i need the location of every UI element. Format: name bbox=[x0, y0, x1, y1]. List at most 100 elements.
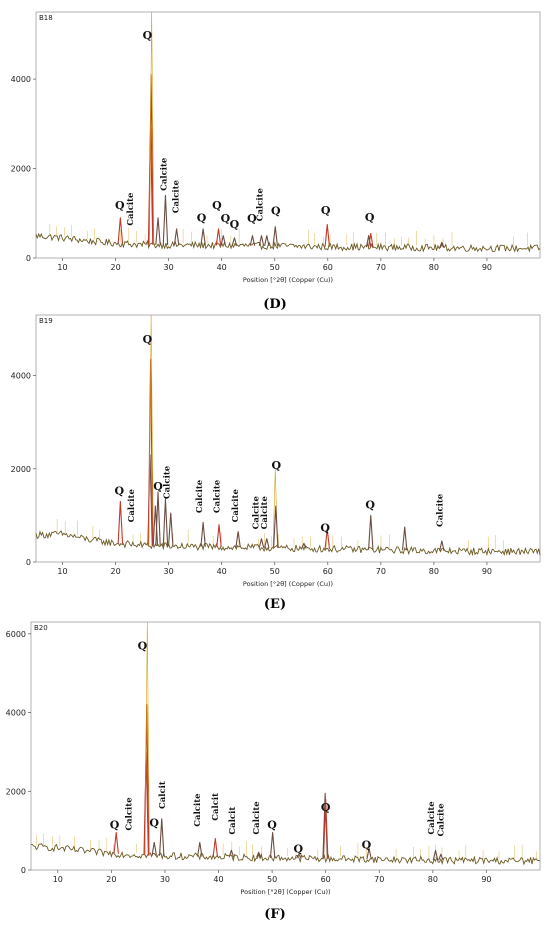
x-axis-label: Position [°2θ] (Copper (Cu)) bbox=[243, 276, 333, 284]
x-tick-label: 40 bbox=[217, 567, 227, 576]
x-tick-label: 90 bbox=[481, 875, 491, 884]
diffraction-peak bbox=[162, 194, 169, 245]
calcite-label: Calcite bbox=[193, 793, 203, 827]
diffraction-peak bbox=[324, 528, 331, 550]
calcite-label: Calcite bbox=[127, 489, 137, 523]
y-tick-label: 6000 bbox=[6, 630, 26, 639]
calcite-label: Calcite bbox=[163, 465, 173, 499]
panel-caption: (E) bbox=[264, 597, 286, 612]
xrd-panel-f: B20 0 2000 4000 6000 10 20 30 40 50 60 70 80 90 Positi… bbox=[6, 621, 541, 922]
diffraction-peak bbox=[148, 314, 154, 546]
quartz-label: Q bbox=[271, 205, 281, 218]
quartz-label: Q bbox=[230, 218, 240, 231]
diffraction-peak bbox=[197, 841, 203, 857]
diffraction-peak bbox=[117, 217, 124, 244]
x-tick-label: 30 bbox=[160, 875, 170, 884]
x-tick-label: 40 bbox=[213, 875, 223, 884]
diffraction-peak bbox=[273, 505, 279, 549]
diffraction-peak bbox=[324, 223, 331, 247]
y-tick-label: 0 bbox=[26, 254, 31, 263]
calcite-label: Calcite bbox=[125, 797, 135, 831]
quartz-label: Q bbox=[365, 211, 375, 224]
y-tick-label: 4000 bbox=[6, 709, 26, 718]
calcite-label: Calcite bbox=[251, 496, 261, 530]
calcite-label: Calcit bbox=[228, 807, 238, 835]
x-tick-label: 80 bbox=[429, 567, 439, 576]
calcite-label: Calcit bbox=[158, 781, 168, 809]
sample-name: B19 bbox=[39, 317, 53, 325]
diffraction-peak bbox=[258, 235, 265, 246]
diffraction-peak bbox=[432, 849, 439, 861]
diffraction-peak bbox=[296, 853, 302, 859]
diffraction-peak bbox=[256, 851, 262, 858]
diffraction-peak bbox=[200, 228, 206, 246]
diffraction-peak bbox=[365, 235, 372, 248]
diffraction-peak bbox=[212, 837, 219, 858]
diffraction-pattern-line bbox=[35, 232, 541, 253]
calcite-label: Calcite bbox=[195, 479, 205, 513]
diffraction-peak bbox=[216, 524, 222, 548]
x-tick-label: 20 bbox=[106, 875, 116, 884]
calcite-label: Calcite bbox=[231, 489, 241, 523]
diffraction-peak bbox=[117, 500, 124, 544]
diffraction-peak bbox=[249, 235, 256, 246]
diffraction-peak bbox=[264, 538, 270, 549]
xrd-panel-e: B19 0 2000 4000 10 20 30 40 50 60 70 80 90 Position [… bbox=[11, 314, 541, 612]
x-tick-label: 10 bbox=[57, 567, 67, 576]
x-axis-label: Position [°2θ] (Copper (Cu)) bbox=[240, 888, 330, 896]
diffraction-peak bbox=[439, 241, 445, 248]
quartz-label: Q bbox=[115, 199, 125, 212]
calcite-label: Calcite bbox=[213, 479, 223, 513]
x-tick-label: 60 bbox=[321, 875, 331, 884]
diffraction-peak bbox=[235, 531, 241, 548]
diffraction-peak bbox=[149, 11, 155, 245]
quartz-label: Q bbox=[221, 212, 231, 225]
quartz-label: Q bbox=[149, 817, 159, 830]
diffraction-peak bbox=[366, 847, 372, 860]
x-tick-label: 30 bbox=[164, 263, 174, 272]
calcite-label: Calcite bbox=[435, 493, 445, 527]
diffraction-peak bbox=[151, 841, 157, 856]
quartz-label: Q bbox=[114, 484, 124, 497]
x-tick-label: 40 bbox=[217, 263, 227, 272]
diffraction-peak bbox=[258, 538, 265, 548]
panel-caption: (D) bbox=[263, 297, 287, 312]
x-tick-label: 30 bbox=[164, 567, 174, 576]
diffraction-peak bbox=[439, 540, 445, 552]
quartz-label: Q bbox=[143, 333, 153, 346]
quartz-label: Q bbox=[294, 842, 304, 855]
diffraction-peak bbox=[158, 818, 165, 856]
calcite-label: Calcite bbox=[260, 496, 270, 530]
x-tick-label: 80 bbox=[428, 875, 438, 884]
diffraction-peak bbox=[272, 226, 279, 246]
quartz-label: Q bbox=[110, 819, 120, 832]
diffraction-pattern-line bbox=[31, 843, 541, 866]
x-tick-label: 70 bbox=[376, 263, 386, 272]
plot-frame bbox=[30, 621, 541, 871]
quartz-label: Q bbox=[143, 29, 153, 42]
x-tick-label: 10 bbox=[57, 263, 67, 272]
diffraction-peak bbox=[162, 498, 169, 547]
quartz-label: Q bbox=[138, 640, 148, 653]
diffraction-peak bbox=[228, 849, 235, 858]
x-axis-label: Position [°2θ] (Copper (Cu)) bbox=[243, 580, 333, 588]
diffraction-peak bbox=[301, 542, 307, 549]
diffraction-peak bbox=[264, 235, 270, 246]
x-tick-label: 50 bbox=[267, 875, 277, 884]
xrd-panel-d: B18 0 2000 4000 10 20 30 40 50 60 70 80 90 Position [… bbox=[11, 11, 541, 312]
quartz-label: Q bbox=[321, 801, 331, 814]
panel-caption: (F) bbox=[264, 907, 286, 922]
quartz-label: Q bbox=[272, 459, 282, 472]
diffraction-peak bbox=[168, 512, 174, 547]
calcite-label: Calcite bbox=[252, 801, 262, 835]
y-tick-label: 0 bbox=[26, 558, 31, 567]
diffraction-peak bbox=[368, 514, 374, 550]
x-tick-label: 90 bbox=[482, 567, 492, 576]
x-tick-label: 10 bbox=[53, 875, 63, 884]
x-tick-label: 60 bbox=[323, 263, 333, 272]
quartz-label: Q bbox=[267, 819, 277, 832]
x-tick-label: 70 bbox=[374, 875, 384, 884]
quartz-label: Q bbox=[365, 498, 375, 511]
diffraction-peak bbox=[220, 235, 227, 246]
